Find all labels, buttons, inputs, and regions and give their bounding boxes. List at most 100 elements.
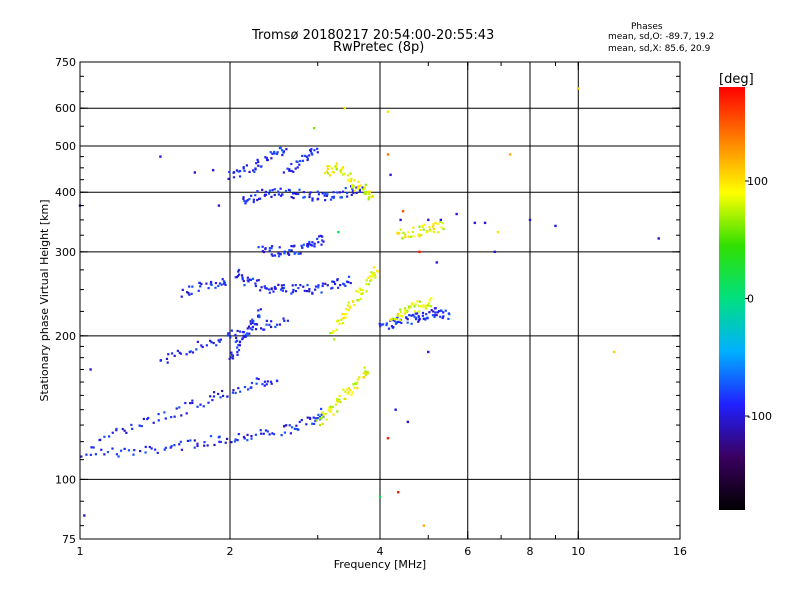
echo-point <box>347 275 351 278</box>
echo-point <box>336 191 339 194</box>
echo-point <box>173 415 176 418</box>
echo-point <box>318 235 321 238</box>
echo-point <box>317 284 320 287</box>
echo-point <box>99 438 102 441</box>
echo-point <box>331 170 334 174</box>
echo-point <box>289 432 292 435</box>
echo-point <box>350 393 353 396</box>
echo-point <box>308 242 311 246</box>
echo-point <box>335 328 338 331</box>
echo-point <box>400 321 403 325</box>
echo-point <box>418 317 421 320</box>
echo-point <box>186 291 189 294</box>
echo-point <box>351 186 355 189</box>
echo-point <box>193 439 196 442</box>
echo-point <box>127 449 131 452</box>
echo-point <box>306 283 309 287</box>
echo-point <box>293 252 296 255</box>
echo-point <box>347 386 350 390</box>
echo-point <box>313 149 316 152</box>
colorbar-tick-label: -100 <box>747 410 772 423</box>
echo-point <box>138 424 141 427</box>
echo-point <box>339 283 342 287</box>
echo-point <box>321 282 325 285</box>
echo-point <box>235 169 239 172</box>
echo-point <box>421 314 425 317</box>
echo-point <box>297 252 300 255</box>
echo-point <box>406 321 409 324</box>
echo-point <box>316 198 319 201</box>
echo-point <box>358 376 361 379</box>
echo-point <box>401 237 404 240</box>
echo-point <box>357 185 360 189</box>
echo-point <box>327 409 330 412</box>
echo-point <box>428 228 432 231</box>
echo-point <box>390 325 394 328</box>
chart-subtitle: RwPretec (8p) <box>333 40 425 55</box>
echo-point <box>340 168 343 171</box>
echo-point <box>217 392 220 396</box>
echo-point <box>218 282 222 285</box>
echo-point <box>103 435 106 438</box>
echo-point <box>320 243 323 246</box>
echo-point <box>309 150 312 153</box>
echo-point <box>181 288 184 291</box>
echo-point <box>249 322 252 325</box>
echo-point <box>331 286 334 290</box>
echo-point <box>210 283 213 286</box>
echo-point <box>246 433 249 436</box>
echo-point <box>230 441 233 444</box>
echo-point <box>362 188 365 191</box>
echo-point <box>428 311 431 314</box>
echo-point <box>437 310 441 313</box>
echo-point <box>247 388 250 391</box>
echo-point <box>268 323 271 326</box>
echo-point <box>430 297 433 300</box>
echo-point <box>218 340 221 343</box>
echo-point <box>302 243 305 246</box>
echo-point <box>249 278 253 282</box>
echo-point <box>157 419 160 422</box>
echo-point <box>409 305 412 308</box>
echo-point <box>154 448 157 451</box>
echo-point <box>281 286 284 290</box>
echo-point <box>293 244 296 247</box>
echo-point <box>264 429 268 432</box>
echo-point <box>286 319 289 322</box>
echo-point <box>163 448 166 451</box>
echo-point <box>333 282 337 286</box>
echo-point <box>401 209 405 213</box>
echo-point <box>236 329 239 333</box>
echo-point <box>331 280 334 283</box>
echo-point <box>350 193 353 196</box>
echo-point <box>354 382 357 385</box>
echo-point <box>243 284 246 287</box>
echo-point <box>202 405 205 408</box>
echo-point <box>232 171 236 174</box>
echo-point <box>396 314 399 317</box>
echo-point <box>308 416 312 420</box>
echo-point <box>441 316 444 320</box>
echo-point <box>307 244 310 247</box>
echo-point <box>335 162 338 165</box>
echo-point <box>163 411 166 414</box>
echo-point <box>386 153 390 156</box>
echo-point <box>219 440 222 444</box>
echo-point <box>132 453 135 456</box>
echo-point <box>286 167 289 170</box>
echo-point <box>230 356 233 359</box>
echo-point <box>338 394 341 398</box>
echo-point <box>290 292 293 295</box>
echo-point <box>290 249 293 252</box>
echo-point <box>237 170 240 173</box>
echo-point <box>310 147 313 151</box>
echo-point <box>366 372 369 375</box>
y-tick-label: 200 <box>55 330 76 343</box>
echo-point <box>294 251 297 254</box>
echo-point <box>282 151 285 154</box>
echo-point <box>292 170 295 173</box>
echo-point <box>577 87 580 90</box>
echo-point <box>169 446 172 449</box>
echo-point <box>268 189 272 192</box>
echo-point <box>427 301 431 305</box>
